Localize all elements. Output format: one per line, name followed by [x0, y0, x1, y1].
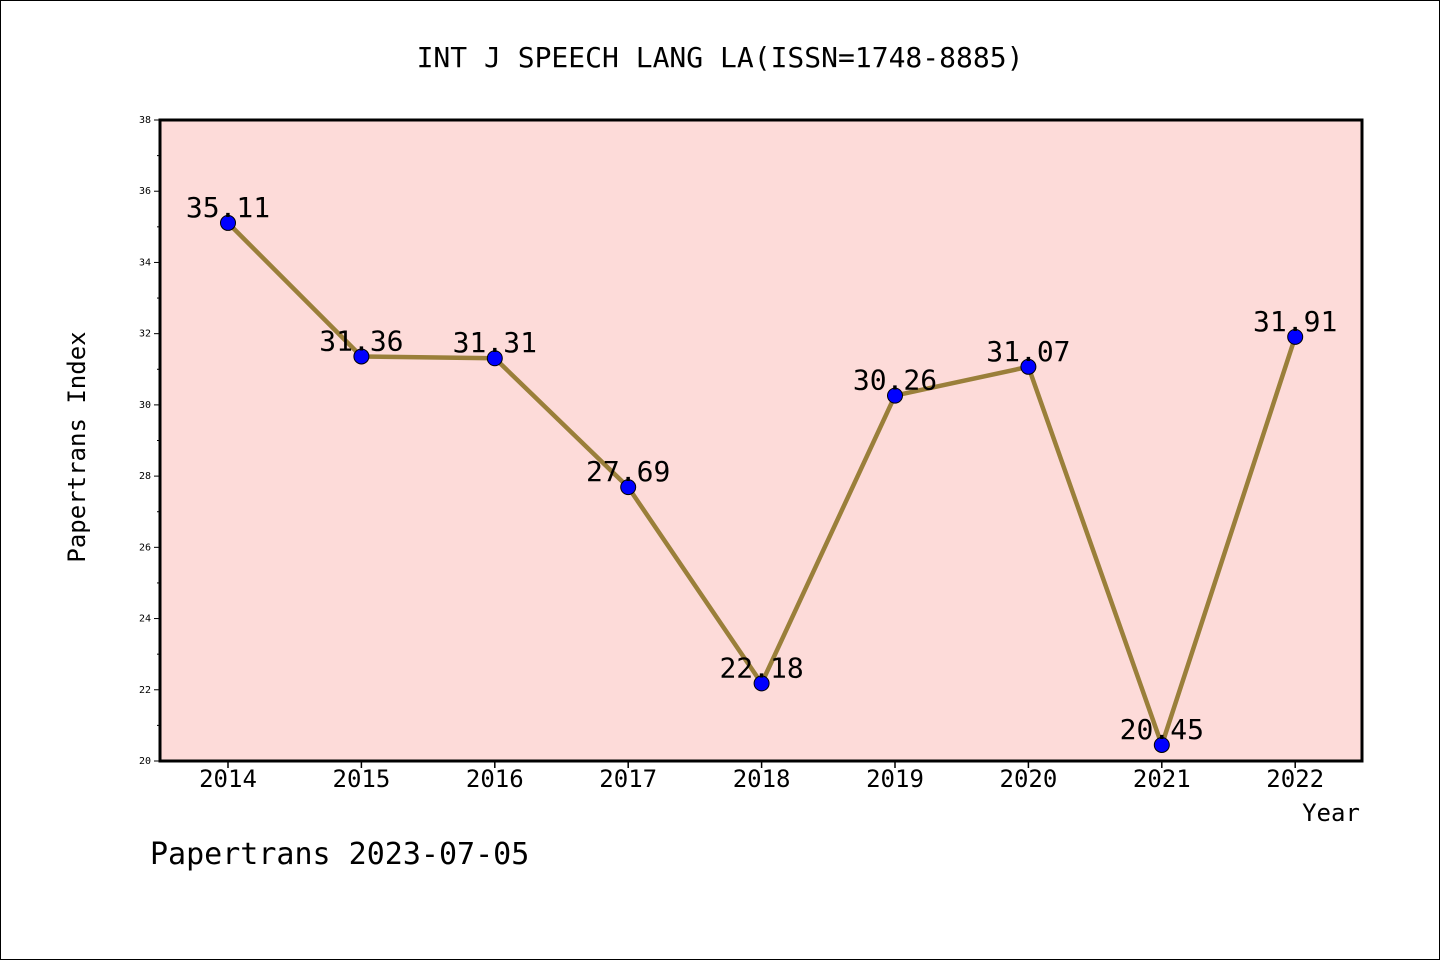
data-label: 22.18 — [719, 651, 803, 684]
data-label: 31.07 — [986, 335, 1070, 368]
y-tick-label: 30 — [139, 400, 151, 411]
data-point — [887, 387, 903, 404]
data-label: 30.26 — [853, 364, 937, 397]
y-tick-label: 34 — [139, 257, 151, 268]
y-tick-label: 20 — [139, 756, 151, 767]
data-label: 31.91 — [1253, 305, 1337, 338]
series-group: 35.11 31.36 31.31 27.69 22.18 30.26 31.07 20.45… — [186, 191, 1337, 753]
plot-area — [158, 118, 1364, 763]
y-tick-label: 22 — [139, 685, 151, 696]
x-tick-label: 2019 — [866, 765, 924, 793]
data-point — [220, 214, 236, 231]
data-point — [1287, 328, 1304, 345]
y-tick-label: 32 — [139, 329, 151, 340]
y-tick-label: 38 — [139, 115, 151, 126]
data-point — [486, 350, 503, 367]
x-tick-label: 2022 — [1266, 765, 1324, 793]
x-tick-label: 2016 — [466, 765, 524, 793]
chart-title: INT J SPEECH LANG LA(ISSN=1748-8885) — [417, 41, 1024, 74]
data-point — [620, 479, 637, 496]
data-point — [1153, 736, 1170, 753]
x-axis: 2014 2015 2016 2017 2018 2019 2020 2021 2022 — [199, 761, 1324, 793]
x-tick-label: 2020 — [1000, 765, 1058, 793]
data-label: 20.45 — [1120, 713, 1204, 746]
x-tick-label: 2018 — [733, 765, 791, 793]
data-point — [1020, 358, 1037, 375]
data-point — [353, 348, 370, 365]
x-tick-label: 2015 — [333, 765, 391, 793]
data-label: 27.69 — [586, 455, 670, 488]
data-label: 35.11 — [186, 191, 270, 224]
data-point — [753, 675, 770, 692]
y-axis-label: Papertrans Index — [63, 331, 91, 562]
data-label: 31.36 — [319, 324, 403, 357]
x-axis-label: Year — [1302, 799, 1360, 827]
y-tick-label: 36 — [139, 186, 151, 197]
data-label: 31.31 — [453, 326, 537, 359]
x-tick-label: 2014 — [199, 765, 257, 793]
x-tick-label: 2017 — [599, 765, 657, 793]
y-axis: 20 22 24 26 28 30 32 34 36 38 — [139, 115, 160, 767]
x-tick-label: 2021 — [1133, 765, 1191, 793]
y-tick-label: 28 — [139, 471, 151, 482]
footer-text: Papertrans 2023-07-05 — [150, 837, 529, 872]
y-tick-label: 26 — [139, 542, 151, 553]
y-tick-label: 24 — [139, 614, 151, 625]
